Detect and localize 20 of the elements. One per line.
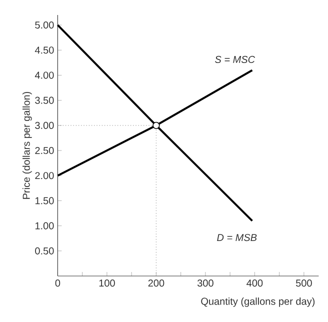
y-tick-label: 4.50	[34, 46, 54, 54]
x-tick-label: 0	[55, 280, 60, 287]
y-tick-label: 4.00	[34, 72, 54, 79]
y-axis-title: Price (dollars per gallon)	[22, 92, 32, 199]
y-tick-label: 3.00	[35, 122, 54, 129]
x-tick-label: 200	[148, 280, 164, 287]
y-tick-label: 1.00	[35, 222, 54, 230]
series-label: D = MSB	[217, 234, 257, 242]
y-tick-label: 0.50	[35, 247, 54, 254]
y-tick-label: 3.50	[35, 96, 54, 104]
y-tick-label: 5.00	[35, 22, 54, 29]
x-tick-label: 300	[197, 280, 214, 287]
x-tick-label: 400	[246, 280, 263, 287]
y-tick-label: 2.50	[35, 146, 54, 154]
series-label: S = MSC	[215, 56, 256, 64]
y-tick-label: 1.50	[35, 197, 54, 204]
y-tick-label: 2.00	[35, 172, 54, 180]
x-axis-title: Quantity (gallons per day)	[201, 298, 315, 307]
x-tick-label: 500	[296, 280, 312, 287]
x-tick-label: 100	[99, 280, 115, 287]
